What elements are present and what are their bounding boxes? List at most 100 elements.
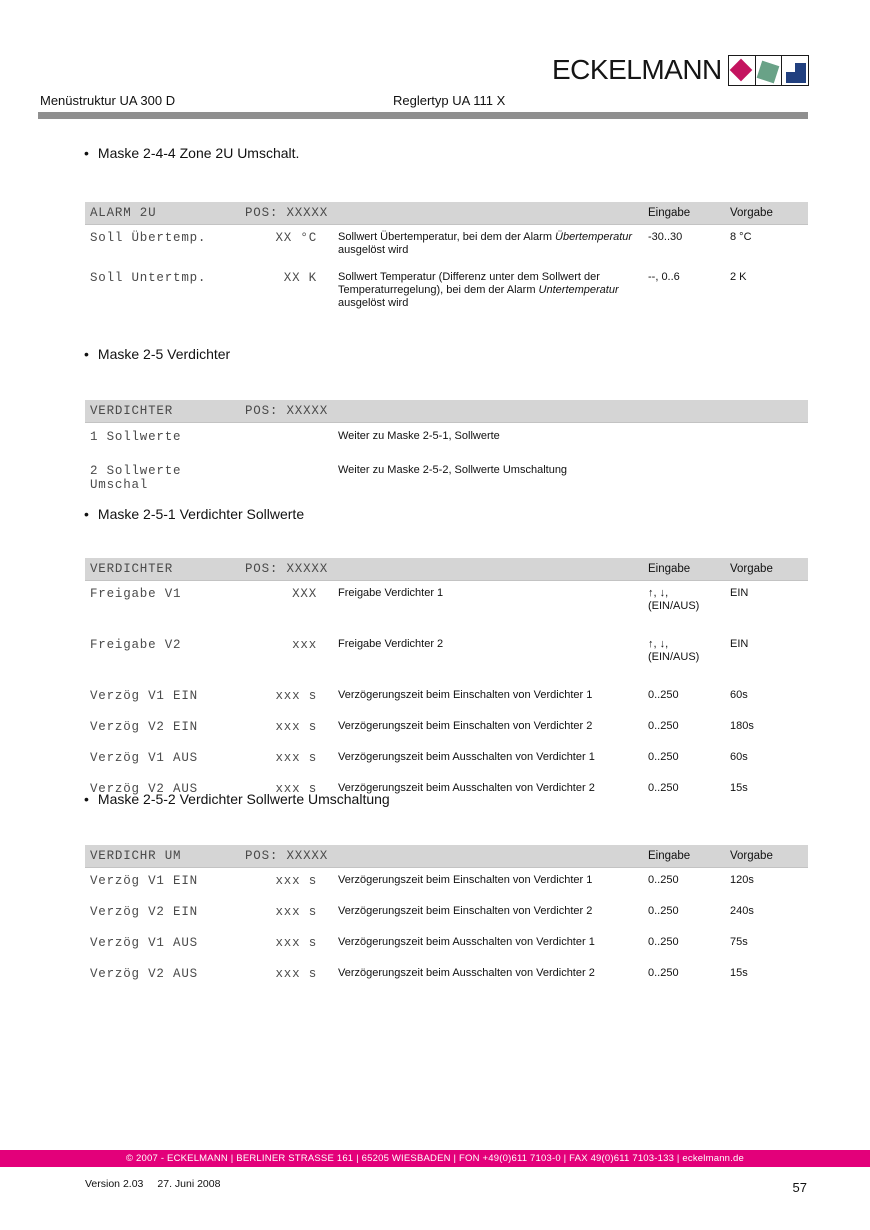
param-name: Verzög V1 EIN [90, 689, 198, 703]
section-title: Maske 2-5 Verdichter [97, 346, 231, 362]
column-header-vorgabe: Vorgabe [730, 207, 773, 219]
param-description: Verzögerungszeit beim Ausschalten von Ve… [333, 751, 643, 764]
magenta-diamond-icon [729, 58, 753, 81]
header-doc-title: Menüstruktur UA 300 D [40, 93, 176, 108]
param-vorgabe: 15s [730, 967, 748, 979]
param-description: Sollwert Übertemperatur, bei dem der Ala… [333, 231, 643, 257]
param-vorgabe: 75s [730, 936, 748, 948]
param-description: Verzögerungszeit beim Einschalten von Ve… [333, 874, 643, 887]
table-row: Verzög V1 AUS xxx s Verzögerungszeit beim … [85, 930, 808, 961]
blue-square-icon [786, 62, 807, 83]
table-pos: POS: XXXXX [245, 849, 329, 863]
column-header-eingabe: Eingabe [648, 850, 691, 862]
param-value: XX K [283, 271, 317, 285]
param-value: xxx s [275, 936, 317, 950]
param-eingabe: 0..250 [648, 689, 679, 701]
table-title: VERDICHTER [90, 562, 174, 576]
param-description: Verzögerungszeit beim Einschalten von Ve… [333, 689, 643, 702]
param-eingabe: --, 0..6 [648, 271, 680, 283]
column-header-vorgabe: Vorgabe [730, 850, 773, 862]
param-value: xxx [292, 638, 317, 652]
logo-cell [781, 54, 810, 86]
description-segment: Verzögerungszeit beim Einschalten von Ve… [338, 720, 593, 732]
description-segment: Verzögerungszeit beim Ausschalten von Ve… [338, 936, 595, 948]
param-vorgabe: 180s [730, 720, 754, 732]
param-description: Weiter zu Maske 2-5-1, Sollwerte [333, 430, 643, 443]
parameter-table: VERDICHTER POS: XXXXX 1 Sollwerte Weiter zu… [85, 400, 808, 492]
param-description: Verzögerungszeit beim Einschalten von Ve… [333, 720, 643, 733]
table-row: Freigabe V1 XXX Freigabe Verdichter 1 ↑, ↓,… [85, 581, 808, 632]
param-eingabe: 0..250 [648, 782, 679, 794]
param-vorgabe: 15s [730, 782, 748, 794]
param-vorgabe: 60s [730, 751, 748, 763]
param-description: Sollwert Temperatur (Differenz unter dem… [333, 271, 643, 310]
description-italic-segment: Übertemperatur [555, 231, 633, 243]
param-name: Freigabe V2 [90, 638, 182, 652]
param-eingabe: -30..30 [648, 231, 683, 243]
table-row: Verzög V1 EIN xxx s Verzögerungszeit beim … [85, 868, 808, 899]
param-value: xxx s [275, 751, 317, 765]
param-eingabe: 0..250 [648, 905, 679, 917]
logo-cell [728, 54, 757, 86]
parameter-table: VERDICHTER POS: XXXXX Eingabe Vorgabe Freiga… [85, 558, 808, 807]
logo-cell [754, 54, 783, 86]
bullet-dot: • [84, 791, 89, 807]
column-header-eingabe: Eingabe [648, 207, 691, 219]
section-heading: • Maske 2-4-4 Zone 2U Umschalt. [84, 145, 299, 161]
param-name: Verzög V2 EIN [90, 720, 198, 734]
description-segment: Verzögerungszeit beim Ausschalten von Ve… [338, 782, 595, 794]
table-pos: POS: XXXXX [245, 206, 329, 220]
footer-copyright: © 2007 - ECKELMANN | BERLINER STRASSE 16… [126, 1153, 744, 1164]
eckelmann-logo: ECKELMANN [552, 54, 810, 86]
description-segment: Verzögerungszeit beim Einschalten von Ve… [338, 905, 593, 917]
table-header-row: VERDICHTER POS: XXXXX Eingabe Vorgabe [85, 558, 808, 581]
bullet-dot: • [84, 145, 89, 161]
logo-wordmark: ECKELMANN [552, 54, 722, 85]
param-name: Verzög V1 AUS [90, 751, 198, 765]
parameter-table: VERDICHR UM POS: XXXXX Eingabe Vorgabe Verzö… [85, 845, 808, 992]
description-segment: Weiter zu Maske 2-5-2, Sollwerte Umschal… [338, 464, 568, 476]
param-name: Freigabe V1 [90, 587, 182, 601]
description-segment: Sollwert Temperatur (Differenz unter dem… [338, 271, 600, 296]
description-italic-segment: Untertemperatur [538, 284, 619, 296]
param-name: 2 Sollwerte Umschal [90, 464, 182, 492]
table-title: VERDICHTER [90, 404, 174, 418]
param-value: xxx s [275, 782, 317, 796]
description-segment: Verzögerungszeit beim Ausschalten von Ve… [338, 751, 595, 763]
param-eingabe: 0..250 [648, 874, 679, 886]
header-rule [38, 112, 808, 119]
green-square-icon [756, 60, 780, 83]
param-vorgabe: EIN [730, 587, 749, 599]
param-name: Verzög V2 AUS [90, 967, 198, 981]
table-title: VERDICHR UM [90, 849, 182, 863]
param-eingabe: 0..250 [648, 751, 679, 763]
column-header-vorgabe: Vorgabe [730, 563, 773, 575]
param-description: Verzögerungszeit beim Einschalten von Ve… [333, 905, 643, 918]
table-row: Soll Übertemp. XX °C Sollwert Übertemperat… [85, 225, 808, 265]
param-name: Verzög V2 AUS [90, 782, 198, 796]
param-value: xxx s [275, 905, 317, 919]
param-description: Verzögerungszeit beim Ausschalten von Ve… [333, 936, 643, 949]
param-description: Verzögerungszeit beim Ausschalten von Ve… [333, 967, 643, 980]
table-row: Soll Untertmp. XX K Sollwert Temperatur (D… [85, 265, 808, 318]
table-row: Verzög V2 AUS xxx s Verzögerungszeit beim … [85, 776, 808, 807]
table-row: 2 Sollwerte Umschal Weiter zu Maske 2-5-2… [85, 457, 808, 492]
param-vorgabe: 60s [730, 689, 748, 701]
param-vorgabe: 8 °C [730, 231, 752, 243]
description-segment: ausgelöst wird [338, 297, 409, 309]
description-segment: ausgelöst wird [338, 244, 409, 256]
table-header-row: ALARM 2U POS: XXXXX Eingabe Vorgabe [85, 202, 808, 225]
footer-bar: © 2007 - ECKELMANN | BERLINER STRASSE 16… [0, 1150, 870, 1167]
table-row: Verzög V1 AUS xxx s Verzögerungszeit beim … [85, 745, 808, 776]
param-eingabe: 0..250 [648, 967, 679, 979]
param-description: Freigabe Verdichter 1 [333, 587, 643, 600]
param-eingabe: 0..250 [648, 936, 679, 948]
param-description: Verzögerungszeit beim Ausschalten von Ve… [333, 782, 643, 795]
description-segment: Verzögerungszeit beim Einschalten von Ve… [338, 874, 593, 886]
table-row: Freigabe V2 xxx Freigabe Verdichter 2 ↑, ↓,… [85, 632, 808, 683]
page-number: 57 [792, 1180, 807, 1195]
param-vorgabe: 2 K [730, 271, 747, 283]
table-row: Verzög V2 AUS xxx s Verzögerungszeit beim … [85, 961, 808, 992]
param-eingabe: 0..250 [648, 720, 679, 732]
